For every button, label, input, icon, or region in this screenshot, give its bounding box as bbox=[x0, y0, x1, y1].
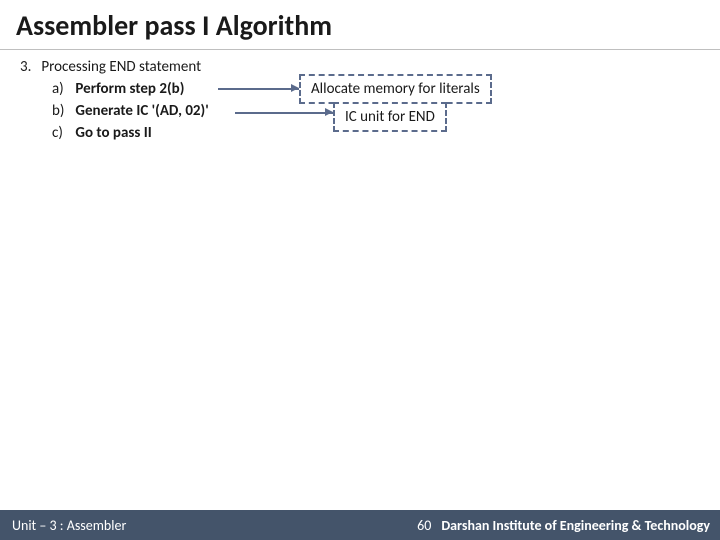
slide-header: Assembler pass I Algorithm bbox=[0, 0, 720, 50]
arrow-right-icon bbox=[325, 108, 333, 116]
arrow-line bbox=[218, 88, 299, 90]
footer-right: Darshan Institute of Engineering & Techn… bbox=[441, 517, 720, 534]
list-letter: a) bbox=[52, 80, 72, 98]
slide-title: Assembler pass I Algorithm bbox=[16, 8, 704, 43]
callout-box: Allocate memory for literals bbox=[299, 74, 492, 104]
slide-content: 3. Processing END statement a) Perform s… bbox=[0, 50, 720, 154]
callout-text: Allocate memory for literals bbox=[311, 80, 480, 98]
arrow-right-icon bbox=[291, 84, 299, 92]
footer-left: Unit – 3 : Assembler bbox=[0, 517, 126, 534]
arrow-line bbox=[235, 112, 333, 114]
list-number: 3. bbox=[20, 58, 38, 76]
slide-footer: Unit – 3 : Assembler 60 Darshan Institut… bbox=[0, 510, 720, 540]
list-text: Go to pass II bbox=[75, 124, 151, 142]
callout-text: IC unit for END bbox=[345, 108, 435, 126]
list-text: Processing END statement bbox=[41, 58, 201, 76]
callout-box: IC unit for END bbox=[333, 102, 447, 132]
list-text: Generate IC '(AD, 02)' bbox=[75, 102, 208, 120]
footer-page-number: 60 bbox=[407, 517, 441, 534]
list-letter: c) bbox=[52, 124, 72, 142]
list-text: Perform step 2(b) bbox=[75, 80, 184, 98]
list-letter: b) bbox=[52, 102, 72, 120]
